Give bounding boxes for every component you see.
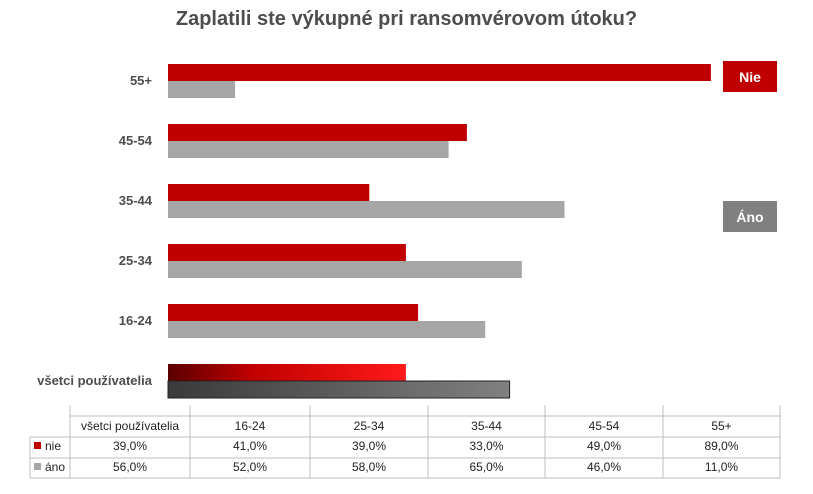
table-cell: 46,0% [587, 460, 621, 474]
bar-ano-2 [168, 261, 522, 278]
bar-nie-5 [168, 64, 711, 81]
bar-nie-0 [168, 364, 406, 381]
table-cell: 52,0% [233, 460, 267, 474]
table-series-name: áno [45, 460, 65, 474]
table-header-cell: 35-44 [471, 419, 502, 433]
table-cell: 65,0% [469, 460, 503, 474]
category-label: 16-24 [119, 313, 153, 328]
category-label: 45-54 [119, 133, 153, 148]
bar-nie-4 [168, 124, 467, 141]
table-header-cell: 55+ [711, 419, 731, 433]
table-header-cell: 25-34 [354, 419, 385, 433]
table-legend-key-nie [34, 442, 41, 449]
table-cell: 89,0% [704, 439, 738, 453]
bar-ano-1 [168, 321, 486, 338]
bar-ano-4 [168, 141, 449, 158]
table-header-cell: 16-24 [235, 419, 266, 433]
legend-ano: Áno [723, 201, 777, 232]
table-cell: 33,0% [469, 439, 503, 453]
legend-nie: Nie [723, 61, 777, 92]
table-cell: 11,0% [705, 460, 738, 474]
bar-nie-1 [168, 304, 419, 321]
bar-ano-0 [167, 380, 511, 399]
chart-title: Zaplatili ste výkupné pri ransomvérovom … [175, 8, 638, 30]
table-cell: 49,0% [587, 439, 621, 453]
category-label: 55+ [130, 73, 152, 88]
table-legend-key-ano [34, 463, 41, 470]
bar-nie-2 [168, 244, 406, 261]
category-label: 35-44 [119, 193, 153, 208]
table-cell: 41,0% [233, 439, 267, 453]
table-cell: 58,0% [352, 460, 386, 474]
table-series-name: nie [45, 439, 61, 453]
bar-nie-3 [168, 184, 370, 201]
table-header-cell: všetci používatelia [81, 419, 179, 433]
table-cell: 39,0% [113, 439, 147, 453]
category-label: všetci používatelia [37, 373, 153, 388]
category-label: 25-34 [119, 253, 153, 268]
table-cell: 56,0% [113, 460, 147, 474]
bar-ano-3 [168, 201, 565, 218]
table-cell: 39,0% [352, 439, 386, 453]
bar-ano-5 [168, 81, 236, 98]
table-header-cell: 45-54 [589, 419, 620, 433]
